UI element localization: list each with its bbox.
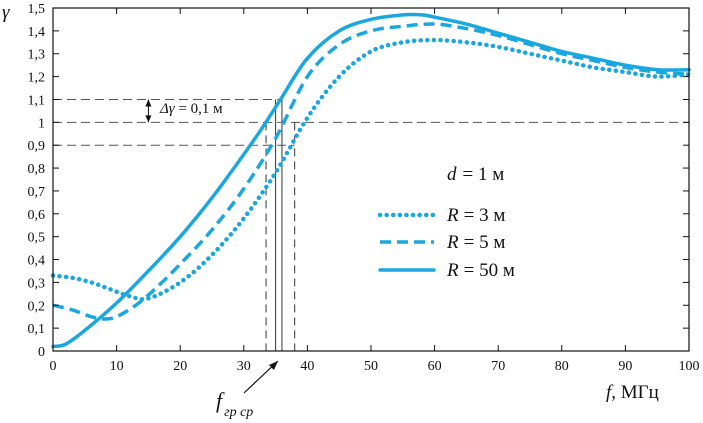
x-tick-label: 100 [679,359,700,374]
x-axis-label: f, МГц [606,382,659,403]
delta-gamma-value: = 0,1 м [175,101,223,117]
legend-label-dashed: R = 5 м [446,232,505,253]
fgr-arrow [243,360,279,394]
y-tick-label: 1 [38,116,45,131]
y-tick-label: 1,3 [28,48,46,63]
x-tick-label: 60 [428,359,442,374]
legend: R = 3 мR = 5 мR = 50 м [377,205,515,281]
y-tick-label: 0,8 [28,162,46,177]
y-tick-label: 0,1 [28,322,46,337]
y-tick-label: 0,2 [28,299,46,314]
legend-value: = 5 м [464,232,506,253]
y-tick-label: 1,2 [28,71,46,86]
x-tick-label: 50 [364,359,378,374]
ticks: 0 10 20 30 40 50 60 70 80 90 100 0 0,1 0,2 0,3 0,4 0,5 0,… [28,2,700,374]
fgr-subscript: гр ср [224,405,253,420]
fgr-arrow-head [268,361,278,370]
y-tick-label: 0,6 [28,208,46,223]
x-tick-label: 10 [110,359,124,374]
legend-label-dotted: R = 3 м [446,205,505,226]
delta-gamma-annotation: Δγ = 0,1 м [159,101,223,117]
legend-symbol: R [446,232,459,253]
x-tick-label: 0 [50,359,57,374]
fgr-base: f [216,388,225,413]
y-tick-label: 0,4 [28,254,46,269]
x-tick-label: 70 [491,359,505,374]
delta-arrow-head-down [145,115,152,123]
legend-label-solid: R = 50 м [446,260,515,281]
y-tick-label: 1,5 [28,2,46,17]
delta-arrow-head-up [145,99,152,107]
y-tick-label: 0,3 [28,276,46,291]
series-line-dashed [52,22,690,321]
param-value: = 1 м [463,164,505,185]
y-tick-label: 0 [38,345,45,360]
y-tick-label: 1,4 [28,25,46,40]
fgr-label: f гр ср [216,388,253,420]
param-label: d = 1 м [447,164,504,185]
series-layer [50,12,692,349]
delta-gamma-symbol: Δγ [159,101,176,117]
x-tick-label: 90 [618,359,632,374]
x-tick-label: 30 [237,359,251,374]
series-line-dotted [50,37,692,302]
x-tick-label: 80 [555,359,569,374]
x-axis-unit: , МГц [611,382,659,403]
legend-symbol: R [446,205,459,226]
fgr-annotation: f гр ср [216,388,253,420]
reference-lines [53,98,689,351]
y-axis-label: γ [2,2,10,23]
param-symbol: d [447,164,457,185]
x-tick-label: 40 [300,359,314,374]
series-line-solid [51,12,691,349]
delta-gamma-arrows [145,99,152,123]
y-tick-label: 0,7 [28,185,46,200]
x-tick-label: 20 [173,359,187,374]
legend-value: = 50 м [464,260,515,281]
y-tick-label: 0,9 [28,139,46,154]
y-tick-label: 0,5 [28,231,46,246]
x-axis-symbol: f [606,382,614,403]
delta-gamma-label: Δγ = 0,1 м [159,101,223,117]
legend-value: = 3 м [464,205,506,226]
y-tick-label: 1,1 [28,93,46,108]
legend-symbol: R [446,260,459,281]
